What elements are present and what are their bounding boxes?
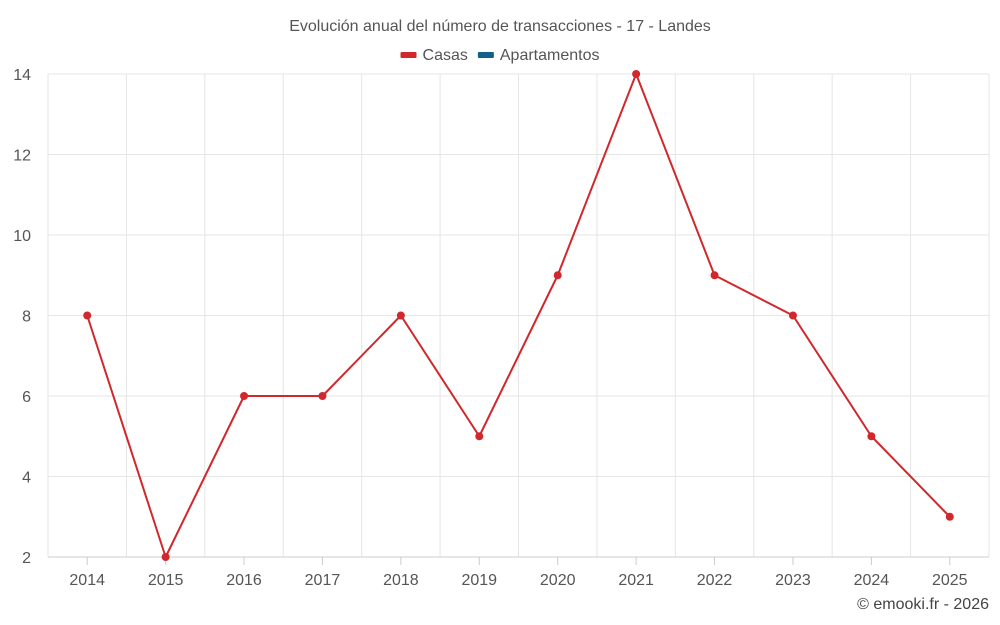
y-tick-label: 2: [22, 550, 31, 567]
series-layer: [83, 70, 954, 561]
x-tick-label: 2022: [697, 572, 733, 589]
data-point[interactable]: [318, 392, 327, 400]
data-point[interactable]: [867, 432, 876, 441]
legend: Casas Apartamentos: [400, 47, 600, 64]
data-point[interactable]: [83, 311, 92, 320]
credit-text: © emooki.fr - 2026: [857, 596, 989, 613]
data-point[interactable]: [553, 271, 562, 280]
x-tick-label: 2021: [618, 572, 654, 589]
legend-swatch: [477, 52, 494, 58]
data-point[interactable]: [161, 553, 170, 561]
x-tick-label: 2016: [226, 572, 262, 589]
x-tick-label: 2024: [854, 572, 890, 589]
y-tick-label: 6: [22, 389, 31, 406]
x-tick-label: 2014: [69, 572, 105, 589]
legend-label: Apartamentos: [500, 47, 600, 64]
x-tick-label: 2017: [305, 572, 341, 589]
legend-swatch: [400, 52, 417, 58]
grid: [47, 73, 990, 557]
data-point[interactable]: [396, 311, 405, 320]
x-tick-label: 2018: [383, 572, 419, 589]
data-point[interactable]: [945, 512, 954, 521]
x-tick-label: 2025: [932, 572, 968, 589]
x-tick-label: 2023: [775, 572, 811, 589]
legend-item-apartamentos[interactable]: Apartamentos: [477, 47, 600, 64]
x-tick-label: 2019: [461, 572, 497, 589]
data-point[interactable]: [788, 311, 797, 320]
data-point[interactable]: [710, 271, 719, 280]
y-tick-label: 12: [13, 148, 31, 165]
y-tick-label: 14: [13, 67, 31, 84]
y-tick-label: 10: [13, 228, 31, 245]
chart-title: Evolución anual del número de transaccio…: [289, 18, 711, 35]
y-tick-label: 4: [22, 470, 31, 487]
x-axis: 2014 2015 2016 2017 2018 2019 2020 2021 2022 2023…: [48, 556, 989, 589]
data-point[interactable]: [632, 70, 641, 78]
x-tick-label: 2020: [540, 572, 576, 589]
legend-item-casas[interactable]: Casas: [400, 47, 468, 64]
series-line-casas: [86, 73, 951, 558]
y-tick-label: 8: [22, 309, 31, 326]
y-axis: 2 4 6 8 10 12 14: [13, 67, 31, 567]
data-point[interactable]: [475, 432, 484, 441]
data-point[interactable]: [240, 392, 249, 400]
legend-label: Casas: [423, 47, 468, 64]
x-tick-label: 2015: [148, 572, 184, 589]
